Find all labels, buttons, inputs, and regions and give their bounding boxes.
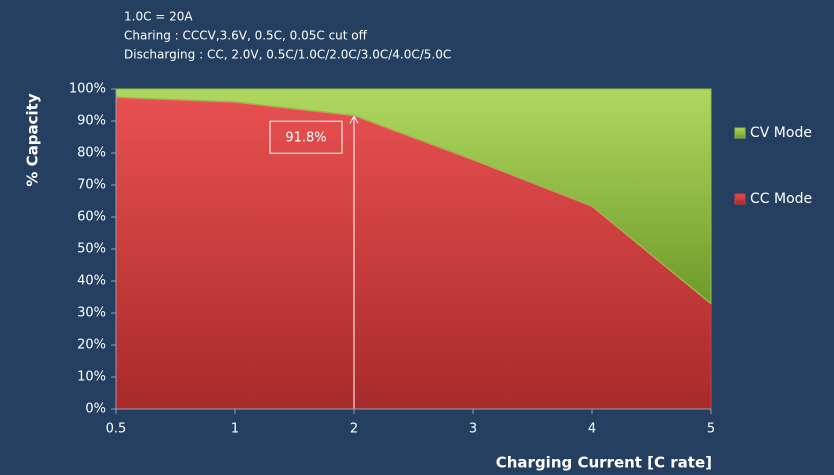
x-tick-label: 1 xyxy=(231,422,239,437)
y-tick-label: 30% xyxy=(77,306,106,321)
label-box xyxy=(269,120,343,154)
x-tick-label: 3 xyxy=(469,422,477,437)
x-axis-title: Charging Current [C rate] xyxy=(496,454,712,472)
x-tick-label: 5 xyxy=(707,422,715,437)
x-tick-label: 2 xyxy=(350,422,358,437)
x-tick-label: 0.5 xyxy=(106,422,127,437)
y-tick-label: 10% xyxy=(77,370,106,385)
y-tick-label: 20% xyxy=(77,338,106,353)
y-axis-title: % Capacity xyxy=(24,93,42,186)
legend-label: CC Mode xyxy=(750,191,812,207)
y-tick-label: 70% xyxy=(77,178,106,193)
legend-label: CV Mode xyxy=(750,125,812,141)
y-tick-label: 60% xyxy=(77,210,106,225)
note: Charing : CCCV,3.6V, 0.5C, 0.05C cut off xyxy=(124,29,368,43)
area xyxy=(115,88,712,305)
legend-swatch xyxy=(734,193,746,205)
y-tick-label: 90% xyxy=(77,114,106,129)
legend-swatch xyxy=(734,127,746,139)
y-tick-label: 40% xyxy=(77,274,106,289)
y-tick-label: 50% xyxy=(77,242,106,257)
arrow-head xyxy=(349,115,359,124)
y-tick-label: 80% xyxy=(77,146,106,161)
x-tick-label: 4 xyxy=(588,422,596,437)
y-tick-label: 100% xyxy=(69,82,106,97)
note: Discharging : CC, 2.0V, 0.5C/1.0C/2.0C/3… xyxy=(124,48,451,62)
note: 1.0C = 20A xyxy=(124,10,193,24)
y-tick-label: 0% xyxy=(85,402,106,417)
data-label: 91.8% xyxy=(285,131,326,146)
